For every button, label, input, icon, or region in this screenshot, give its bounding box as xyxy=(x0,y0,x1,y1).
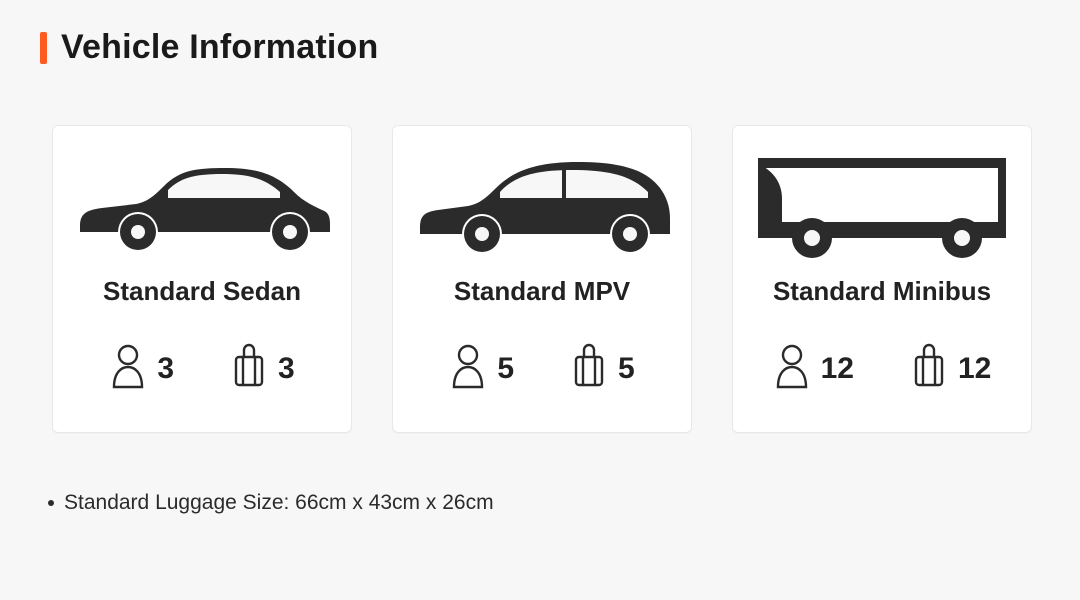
luggage-icon xyxy=(230,343,268,394)
passenger-count: 12 xyxy=(821,352,854,386)
luggage-icon xyxy=(910,343,948,394)
passenger-count: 5 xyxy=(497,352,514,386)
person-icon xyxy=(449,343,487,394)
luggage-count: 12 xyxy=(958,352,991,386)
passenger-stat: 12 xyxy=(773,343,854,394)
sedan-icon xyxy=(72,144,332,262)
vehicle-stats: 3 3 xyxy=(109,343,294,394)
passenger-count: 3 xyxy=(157,352,174,386)
person-icon xyxy=(773,343,811,394)
passenger-stat: 5 xyxy=(449,343,514,394)
passenger-stat: 3 xyxy=(109,343,174,394)
luggage-icon xyxy=(570,343,608,394)
luggage-stat: 5 xyxy=(570,343,635,394)
luggage-stat: 3 xyxy=(230,343,295,394)
mpv-icon xyxy=(412,144,672,262)
luggage-count: 3 xyxy=(278,352,295,386)
footnote-text: Standard Luggage Size: 66cm x 43cm x 26c… xyxy=(64,491,494,515)
vehicle-card-mpv: Standard MPV 5 xyxy=(392,125,692,433)
person-icon xyxy=(109,343,147,394)
vehicle-card-minibus: Standard Minibus 12 xyxy=(732,125,1032,433)
vehicle-label: Standard Sedan xyxy=(103,276,301,307)
minibus-icon xyxy=(752,144,1012,262)
luggage-count: 5 xyxy=(618,352,635,386)
page-title: Vehicle Information xyxy=(61,28,378,67)
bullet-icon xyxy=(48,500,54,506)
vehicle-stats: 5 5 xyxy=(449,343,634,394)
luggage-size-note: Standard Luggage Size: 66cm x 43cm x 26c… xyxy=(40,491,1040,515)
page-heading: Vehicle Information xyxy=(40,28,1040,67)
vehicle-label: Standard Minibus xyxy=(773,276,991,307)
accent-bar xyxy=(40,32,47,64)
luggage-stat: 12 xyxy=(910,343,991,394)
vehicle-label: Standard MPV xyxy=(454,276,630,307)
vehicle-cards: Standard Sedan 3 xyxy=(40,125,1040,433)
vehicle-stats: 12 12 xyxy=(773,343,992,394)
vehicle-card-sedan: Standard Sedan 3 xyxy=(52,125,352,433)
